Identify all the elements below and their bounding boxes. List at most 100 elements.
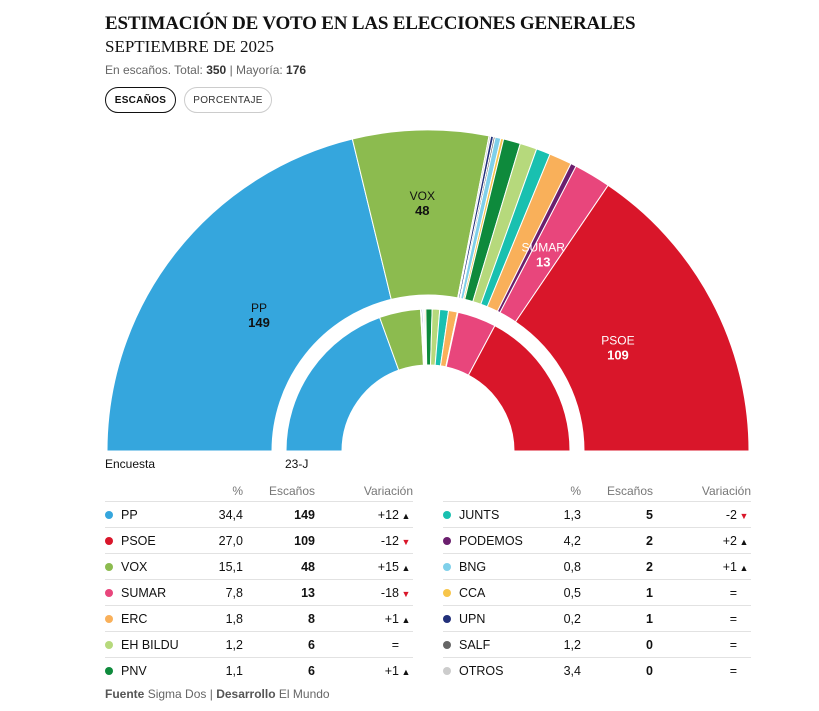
footer-credits: Fuente Sigma Dos | Desarrollo El Mundo [105,687,330,701]
pct-cell: 34,4 [218,507,243,522]
inner-segment-psoe [467,325,571,452]
variation-cell: +1 ▲ [315,605,413,632]
party-color-dot [105,536,113,545]
party-color-dot [105,562,113,571]
table-row-pp: PP 34,4 149 +12 ▲ [105,502,413,528]
arc-value-vox: 48 [415,203,429,218]
variation-cell: = [653,631,751,658]
party-name: JUNTS [459,507,500,522]
seats-cell: 0 [581,631,653,658]
table-row-cca: CCA 0,5 1 = [443,579,751,606]
party-name: ERC [121,611,148,626]
pct-cell: 1,3 [563,507,581,522]
meta-prefix: En escaños. Total: [105,63,203,77]
party-cell: SALF [443,631,531,658]
col-seats: Escaños [581,481,653,502]
seats-cell: 149 [294,507,315,522]
col-variation: Variación [653,481,751,502]
variation-value: +1 [722,559,737,574]
table-row-bng: BNG 0,8 2 +1 ▲ [443,553,751,580]
arrow-up-icon: ▲ [401,614,411,625]
arc-label-pp: PP [251,301,267,315]
party-name: SUMAR [121,585,167,600]
results-table-left: % Escaños Variación PP 34,4 149 +12 ▲ PSOE 27,… [105,481,413,683]
source-value: Sigma Dos [147,687,207,701]
party-cell: JUNTS [443,502,531,528]
seats-cell: 2 [581,553,653,580]
outer-segment-pp [106,138,392,452]
party-color-dot [443,536,451,545]
table-row-eh-bildu: EH BILDU 1,2 6 = [105,631,413,658]
developer-label: Desarrollo [216,687,276,701]
variation-cell: = [315,631,413,658]
party-color-dot [443,666,451,675]
variation-cell: +2 ▲ [653,527,751,554]
party-name: UPN [459,611,486,626]
table-row-podemos: PODEMOS 4,2 2 +2 ▲ [443,527,751,554]
party-color-dot [105,666,113,675]
majority-seats: 176 [286,63,307,77]
developer-value: El Mundo [278,687,330,701]
party-cell: UPN [443,605,531,632]
pct-cell: 27,0 [193,527,243,554]
variation-cell: -18 ▼ [315,579,413,606]
party-cell: PP [105,502,193,528]
tab-seats[interactable]: ESCAÑOS [105,87,176,113]
variation-value: +1 [384,663,399,678]
col-pct: % [193,481,243,502]
pct-cell: 1,2 [193,631,243,658]
party-color-dot [443,614,451,623]
table-row-sumar: SUMAR 7,8 13 -18 ▼ [105,579,413,606]
party-color-dot [105,588,113,597]
pct-cell: 0,5 [531,579,581,606]
pct-cell: 4,2 [531,527,581,554]
variation-value: -12 [380,533,399,548]
pct-cell: 3,4 [531,657,581,683]
party-cell: PSOE [105,527,193,554]
seats-cell: 1 [581,605,653,632]
total-seats: 350 [206,63,227,77]
meta-mid: | Mayoría: [229,63,283,77]
table-row-vox: VOX 15,1 48 +15 ▲ [105,553,413,580]
variation-value: +1 [384,611,399,626]
col-pct: % [531,481,581,502]
arc-value-pp: 149 [248,315,270,330]
seats-cell: 48 [243,553,315,580]
col-party [105,481,193,502]
variation-value: -2 [725,507,737,522]
tab-percent[interactable]: PORCENTAJE [184,87,272,113]
party-color-dot [443,588,451,597]
seats-cell: 8 [243,605,315,632]
chart-subtitle: SEPTIEMBRE DE 2025 [105,37,275,56]
party-cell: CCA [443,579,531,606]
variation-cell: = [653,657,751,683]
caption-inner: 23-J [285,457,309,471]
caption-outer: Encuesta [105,457,156,471]
arrow-up-icon: ▲ [739,562,749,573]
arc-value-sumar: 13 [536,255,550,270]
party-name: PSOE [121,533,156,548]
party-color-dot [105,640,113,649]
pct-cell: 0,2 [531,605,581,632]
outer-segment-psoe [514,184,750,452]
party-name: BNG [459,559,487,574]
pct-cell: 15,1 [193,553,243,580]
source-label: Fuente [105,687,145,701]
variation-cell: = [653,579,751,606]
party-name: EH BILDU [121,637,179,652]
table-row-erc: ERC 1,8 8 +1 ▲ [105,605,413,632]
variation-cell: = [653,605,751,632]
pct-cell: 0,8 [531,553,581,580]
party-cell: SUMAR [105,579,193,606]
table-row-otros: OTROS 3,4 0 = [443,657,751,683]
chart-title: ESTIMACIÓN DE VOTO EN LAS ELECCIONES GEN… [105,13,636,34]
variation-cell: +12 ▲ [315,502,413,528]
pct-cell: 1,2 [531,631,581,658]
table-row-psoe: PSOE 27,0 109 -12 ▼ [105,527,413,554]
arc-value-psoe: 109 [607,347,629,362]
party-cell: ERC [105,605,193,632]
variation-cell: +1 ▲ [315,657,413,683]
party-cell: PNV [105,657,193,683]
variation-value: = [729,585,737,600]
